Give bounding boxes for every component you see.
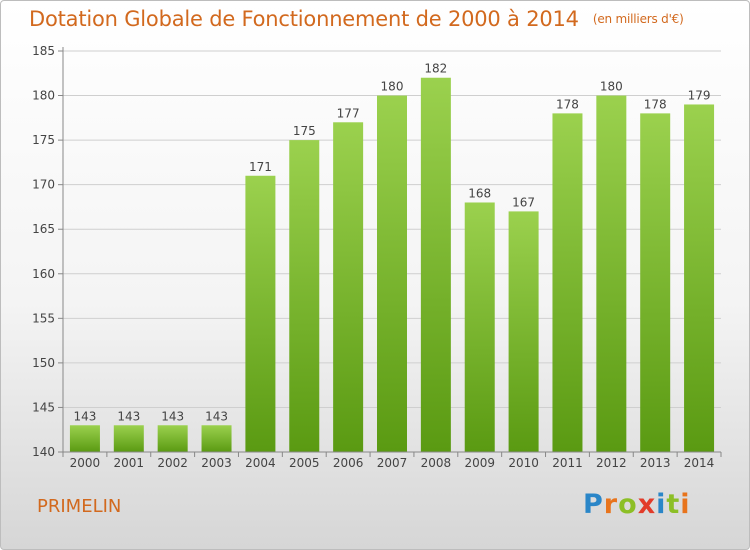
data-label: 178	[556, 97, 579, 111]
bar-2006	[333, 122, 364, 453]
bar-2003	[201, 425, 232, 452]
logo-letter: i	[656, 489, 667, 520]
x-tick-label: 2001	[114, 456, 145, 470]
axes	[58, 47, 722, 457]
bar-2007	[377, 95, 407, 453]
data-label: 178	[644, 97, 667, 111]
y-tick-label: 150	[32, 356, 55, 370]
x-tick-label: 2003	[201, 456, 232, 470]
commune-name: PRIMELIN	[37, 496, 122, 517]
y-tick-label: 175	[32, 133, 55, 147]
y-tick-label: 185	[32, 44, 55, 58]
data-label: 143	[161, 409, 184, 423]
y-tick-label: 160	[32, 267, 55, 281]
x-tick-label: 2005	[289, 456, 320, 470]
bar-2013	[640, 113, 671, 452]
x-tick-label: 2004	[245, 456, 276, 470]
data-label: 171	[249, 160, 272, 174]
proxiti-logo[interactable]: Proxiti	[583, 489, 691, 520]
chart-title: Dotation Globale de Fonctionnement de 20…	[29, 7, 684, 31]
x-tick-label: 2014	[684, 456, 715, 470]
data-label: 182	[424, 62, 447, 76]
y-tick-label: 145	[32, 400, 55, 414]
data-label: 168	[468, 186, 491, 200]
x-tick-label: 2000	[70, 456, 101, 470]
logo-letter: o	[618, 489, 638, 520]
bar-2011	[552, 113, 583, 452]
data-label: 177	[337, 106, 360, 120]
x-tick-label: 2009	[464, 456, 495, 470]
data-label: 143	[205, 409, 228, 423]
bar-2010	[508, 211, 539, 452]
bar-2004	[245, 175, 276, 452]
chart-unit: (en milliers d'€)	[592, 12, 684, 26]
data-label: 179	[688, 88, 711, 102]
bar-2014	[684, 104, 715, 452]
y-tick-label: 155	[32, 311, 55, 325]
labels: 140 145 150 155 160 165 170 175 180 185 143 2000 143…	[32, 44, 714, 470]
bar-2002	[157, 425, 188, 452]
logo-letter: P	[583, 489, 604, 520]
logo-letter: t	[666, 489, 681, 520]
data-label: 167	[512, 195, 535, 209]
y-tick-label: 180	[32, 89, 55, 103]
x-tick-label: 2008	[421, 456, 452, 470]
logo-letter: x	[637, 489, 657, 520]
data-label: 175	[293, 124, 316, 138]
bar-2008	[420, 77, 451, 452]
x-tick-label: 2013	[640, 456, 671, 470]
data-label: 143	[117, 409, 140, 423]
x-tick-label: 2012	[596, 456, 627, 470]
bar-2009	[464, 202, 495, 452]
y-tick-label: 140	[32, 445, 55, 459]
y-tick-label: 165	[32, 222, 55, 236]
data-label: 180	[600, 80, 623, 94]
bar-2005	[289, 140, 320, 452]
data-label: 143	[73, 409, 96, 423]
bars	[69, 77, 715, 453]
x-tick-label: 2002	[157, 456, 188, 470]
logo-letter: i	[680, 489, 691, 520]
bar-2001	[113, 425, 144, 452]
bar-2000	[69, 425, 100, 452]
y-tick-label: 170	[32, 178, 55, 192]
logo-letter: r	[603, 489, 619, 520]
data-label: 180	[381, 80, 404, 94]
x-tick-label: 2011	[552, 456, 583, 470]
chart-title-text: Dotation Globale de Fonctionnement de 20…	[29, 7, 579, 31]
x-tick-label: 2006	[333, 456, 364, 470]
bar-2012	[596, 95, 627, 453]
x-tick-label: 2007	[377, 456, 408, 470]
x-tick-label: 2010	[508, 456, 539, 470]
